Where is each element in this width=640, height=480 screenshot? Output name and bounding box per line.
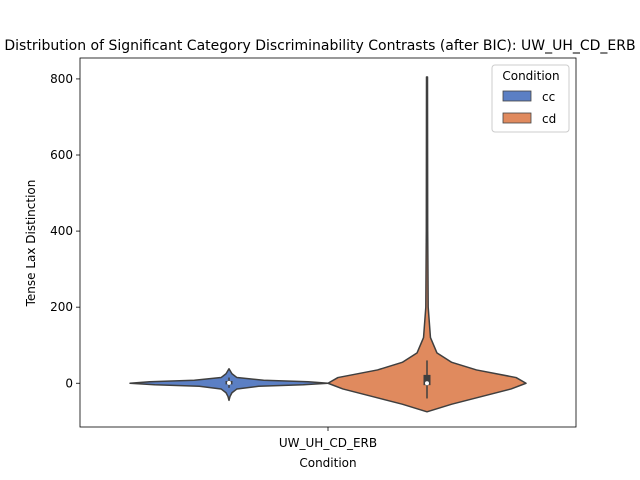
legend-label-cd: cd — [542, 112, 556, 126]
y-axis: 0 200 400 600 800 — [50, 72, 80, 390]
legend-swatch-cc — [502, 90, 532, 102]
y-tick-label: 400 — [50, 224, 73, 238]
median-dot-cd — [425, 381, 429, 386]
plot-area — [129, 76, 527, 413]
iqr-box-cd — [423, 374, 431, 386]
legend: Condition cc cd — [491, 64, 570, 133]
chart-title: Distribution of Significant Category Dis… — [4, 38, 635, 54]
x-axis: UW_UH_CD_ERB — [279, 427, 377, 450]
y-axis-label: Tense Lax Distinction — [24, 180, 38, 308]
x-tick-label: UW_UH_CD_ERB — [279, 436, 377, 450]
median-dot-cc — [227, 380, 231, 385]
violin-cd — [327, 76, 527, 413]
y-tick-label: 200 — [50, 300, 73, 314]
y-tick-label: 0 — [65, 376, 73, 390]
legend-title: Condition — [502, 69, 559, 83]
y-tick-label: 600 — [50, 148, 73, 162]
legend-swatch-cd — [502, 112, 532, 124]
y-tick-label: 800 — [50, 72, 73, 86]
x-axis-label: Condition — [299, 456, 356, 470]
legend-label-cc: cc — [542, 90, 555, 104]
